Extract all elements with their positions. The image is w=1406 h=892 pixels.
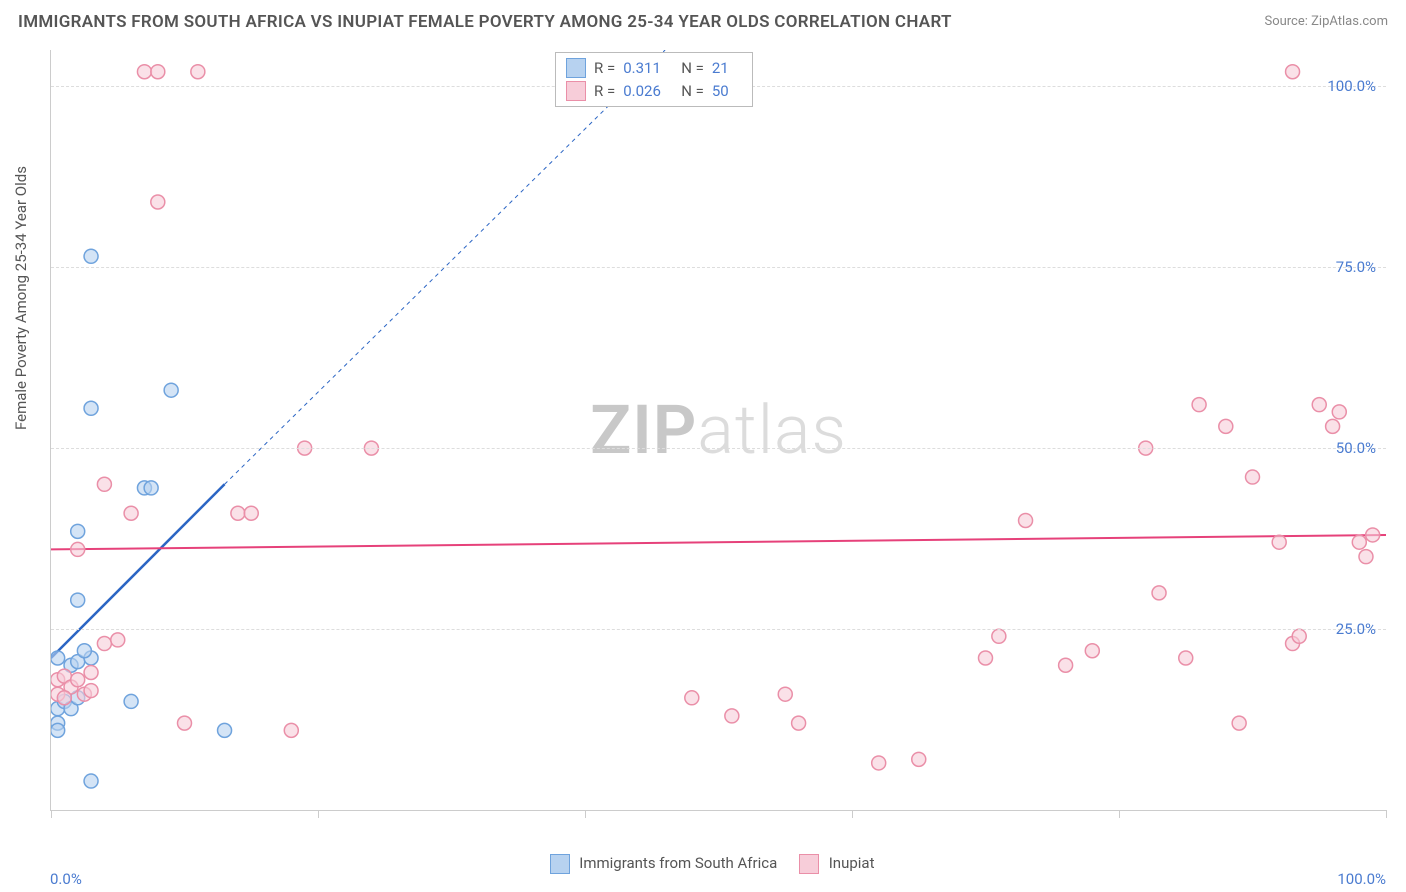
y-tick-label: 50.0%: [1336, 439, 1376, 457]
swatch-bottom-2: [799, 854, 819, 874]
x-tick: [51, 810, 52, 818]
chart-source: Source: ZipAtlas.com: [1264, 14, 1388, 29]
n-label: N =: [681, 57, 704, 80]
plot-svg: [51, 50, 1386, 810]
y-tick-label: 25.0%: [1336, 620, 1376, 638]
chart-title: IMMIGRANTS FROM SOUTH AFRICA VS INUPIAT …: [18, 12, 952, 32]
gridline: [51, 267, 1386, 268]
x-tick: [852, 810, 853, 818]
gridline: [51, 448, 1386, 449]
y-axis-label: Female Poverty Among 25-34 Year Olds: [12, 166, 30, 430]
x-tick: [1386, 810, 1387, 818]
bottom-legend: Immigrants from South Africa Inupiat: [0, 854, 1406, 874]
y-tick-label: 100.0%: [1327, 77, 1376, 95]
r-value-2: 0.026: [623, 80, 673, 103]
chart-plot-area: ZIPatlas 25.0%50.0%75.0%100.0%: [50, 50, 1386, 811]
bottom-legend-label-1: Immigrants from South Africa: [579, 854, 777, 872]
x-tick: [585, 810, 586, 818]
stats-row-series2: R = 0.026 N = 50: [566, 80, 742, 103]
r-label-2: R =: [594, 80, 615, 103]
r-value-1: 0.311: [623, 57, 673, 80]
stats-legend: R = 0.311 N = 21 R = 0.026 N = 50: [555, 52, 753, 107]
swatch-series2: [566, 81, 586, 101]
stats-row-series1: R = 0.311 N = 21: [566, 57, 742, 80]
x-tick: [318, 810, 319, 818]
x-tick: [1119, 810, 1120, 818]
x-tick-label-right: 100.0%: [1337, 870, 1386, 888]
x-tick-label-left: 0.0%: [50, 870, 82, 888]
bottom-legend-label-2: Inupiat: [829, 854, 875, 872]
n-value-1: 21: [712, 57, 742, 80]
swatch-bottom-1: [550, 854, 570, 874]
n-value-2: 50: [712, 80, 742, 103]
n-label-2: N =: [681, 80, 704, 103]
gridline: [51, 629, 1386, 630]
r-label: R =: [594, 57, 615, 80]
y-tick-label: 75.0%: [1336, 258, 1376, 276]
swatch-series1: [566, 58, 586, 78]
